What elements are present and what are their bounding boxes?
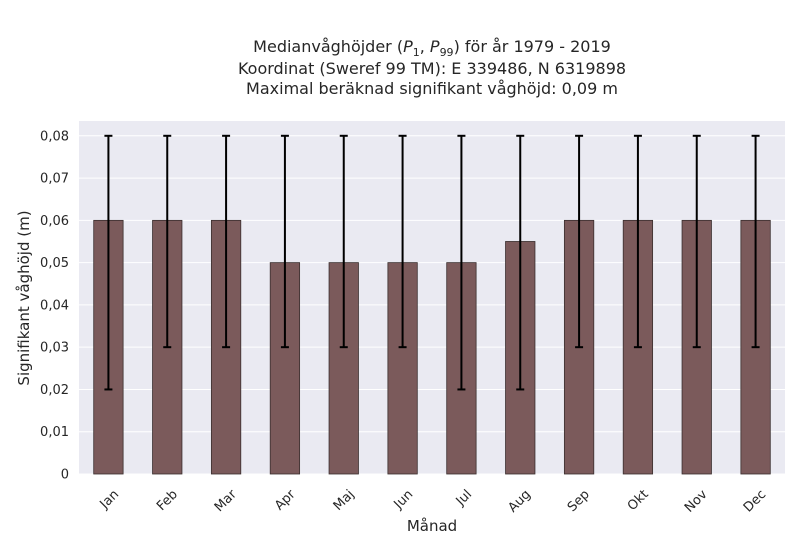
y-tick-label: 0,04 [40,298,69,313]
chart-title-line-1: Medianvåghöjder (P1, P99) för år 1979 - … [253,37,611,59]
y-tick-label: 0,03 [40,341,69,356]
x-tick-label: Apr [272,487,299,514]
y-tick-label: 0,02 [40,383,69,398]
x-tick-label: Nov [682,487,711,516]
x-tick-label: Jun [391,487,417,513]
y-tick-label: 0 [61,468,69,483]
x-tick-label: Aug [505,487,534,516]
y-axis-label: Signifikant våghöjd (m) [15,210,33,385]
error-bars [104,134,760,391]
y-axis-ticks: 0 0,01 0,02 0,03 0,04 0,05 0,06 0,07 0,08 [40,129,69,482]
x-tick-label: Dec [741,487,769,515]
chart-title-line-3: Maximal beräknad signifikant våghöjd: 0,… [246,79,618,98]
x-tick-label: Feb [154,487,181,514]
y-tick-label: 0,06 [40,214,69,229]
y-tick-label: 0,08 [40,129,69,144]
x-tick-label: Mar [212,487,240,515]
chart-title-line-2: Koordinat (Sweref 99 TM): E 339486, N 63… [238,59,626,78]
x-tick-label: Okt [625,487,652,514]
x-tick-label: Maj [331,487,358,514]
x-tick-label: Jul [453,487,475,509]
chart-title: Medianvåghöjder (P1, P99) för år 1979 - … [238,37,626,98]
y-tick-label: 0,01 [40,425,69,440]
plot-area [79,121,785,474]
x-tick-label: Sep [565,487,593,515]
x-tick-label: Jan [97,487,122,512]
gridlines [79,135,785,475]
x-axis-label: Månad [407,517,457,535]
y-tick-label: 0,07 [40,172,69,187]
x-axis-ticks: Jan Feb Mar Apr Maj Jun Jul Aug Sep Okt Nov Dec [97,487,770,516]
y-tick-label: 0,05 [40,256,69,271]
